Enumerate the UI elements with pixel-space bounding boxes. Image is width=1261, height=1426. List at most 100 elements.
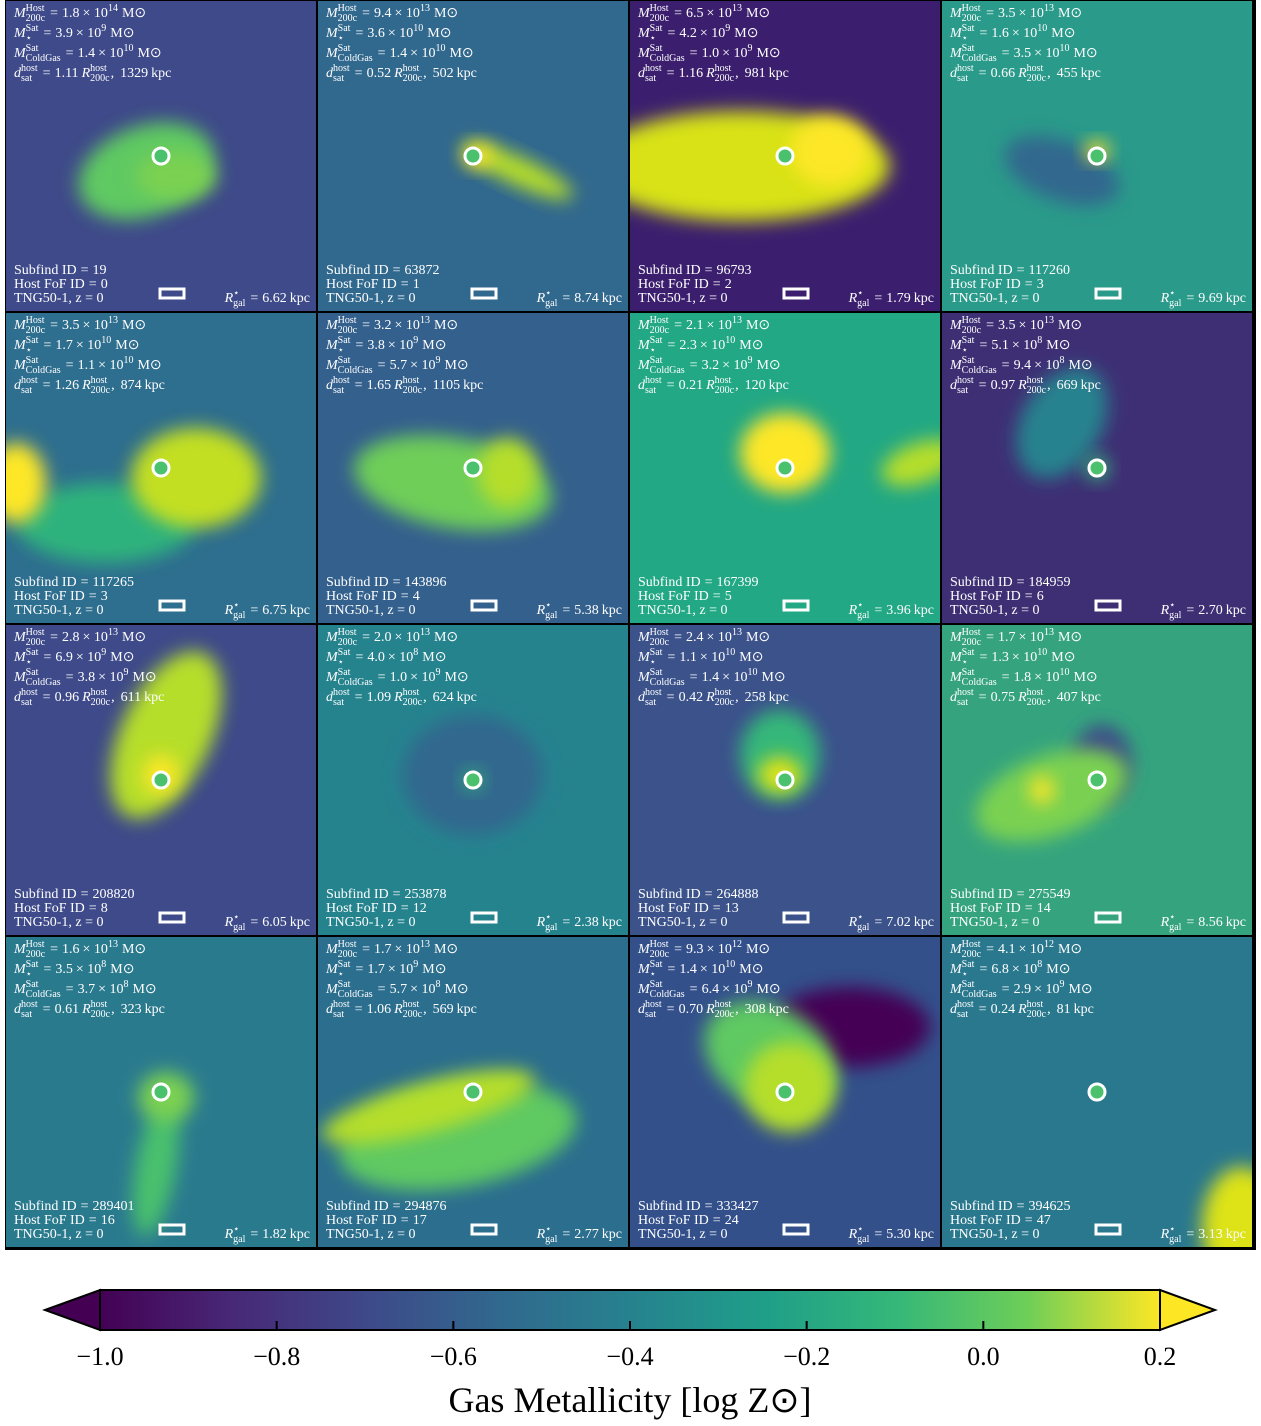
panel-text: 1.7 bbox=[55, 338, 73, 353]
panel-text: Host FoF ID bbox=[950, 589, 1021, 604]
panel-text: R bbox=[536, 603, 546, 618]
panel-text: M⊙ bbox=[122, 6, 146, 21]
panel-text: R bbox=[224, 915, 234, 930]
panel-text: = bbox=[979, 378, 987, 393]
panel-text: kpc bbox=[914, 603, 934, 618]
panel-text: = bbox=[250, 915, 258, 930]
panel-text: = bbox=[1025, 589, 1033, 604]
panel-text: TNG50-1, z = 0 bbox=[638, 291, 728, 306]
panel-text: 9 bbox=[435, 667, 440, 678]
panel-text: 1.4 bbox=[78, 46, 96, 61]
panel-text: 9 bbox=[747, 355, 752, 366]
figure: Gas Metallicity [log Z⊙] MHost200c=1.8× … bbox=[0, 0, 1261, 1426]
panel-text: 0.42 bbox=[679, 690, 704, 705]
panel-text: 12 bbox=[732, 939, 742, 950]
panel-text: 3.8 bbox=[367, 338, 385, 353]
panel-text: M⊙ bbox=[1073, 46, 1097, 61]
panel: MHost200c=4.1× 1012M⊙MSat⋆=6.8× 108M⊙MSa… bbox=[942, 937, 1261, 1287]
panel-text: Subfind ID bbox=[14, 887, 77, 902]
panel-text: × 10 bbox=[388, 962, 413, 977]
panel-text: 1.1 bbox=[679, 650, 697, 665]
panel-text: = bbox=[874, 915, 882, 930]
panel-text: 2 bbox=[725, 277, 732, 292]
panel-text: = bbox=[705, 575, 713, 590]
panel-text: M⊙ bbox=[1058, 630, 1082, 645]
panel-text: = bbox=[43, 690, 51, 705]
panel-text: kpc bbox=[769, 1002, 789, 1017]
panel-text: TNG50-1, z = 0 bbox=[14, 603, 104, 618]
panel-text: 0.61 bbox=[55, 1002, 80, 1017]
panel-text: 0.24 bbox=[991, 1002, 1016, 1017]
panel-text: = bbox=[81, 887, 89, 902]
panel-text: M⊙ bbox=[746, 6, 770, 21]
panel-text: M⊙ bbox=[1051, 650, 1075, 665]
panel-text: M⊙ bbox=[122, 318, 146, 333]
panel-text: = bbox=[1186, 603, 1194, 618]
panel-text: = bbox=[378, 982, 386, 997]
satellite-marker bbox=[777, 1084, 793, 1100]
panel-text: 1.7 bbox=[374, 942, 392, 957]
panel-text: = bbox=[674, 6, 682, 21]
panel-text: gal bbox=[857, 922, 869, 933]
panel-text: R bbox=[1160, 915, 1170, 930]
panel-text: 1.26 bbox=[55, 378, 80, 393]
panel-text: 3.5 bbox=[62, 318, 80, 333]
panel-text: sat bbox=[333, 697, 344, 708]
panel-text: Subfind ID bbox=[638, 575, 701, 590]
panel-text: 9.4 bbox=[1014, 358, 1032, 373]
panel-text: TNG50-1, z = 0 bbox=[950, 1227, 1040, 1242]
panel-text: = bbox=[705, 1199, 713, 1214]
panel-text: = bbox=[562, 291, 570, 306]
panel-text: sat bbox=[645, 385, 656, 396]
panel-text: = bbox=[562, 603, 570, 618]
panel-text: , bbox=[423, 378, 427, 393]
panel-text: 1.16 bbox=[679, 66, 704, 81]
panel-text: 2.4 bbox=[686, 630, 704, 645]
panel-text: TNG50-1, z = 0 bbox=[638, 1227, 728, 1242]
panel-text: 13 bbox=[725, 901, 739, 916]
panel-text: M⊙ bbox=[739, 650, 763, 665]
panel-text: 1329 bbox=[120, 66, 148, 81]
panel-text: = bbox=[562, 1227, 570, 1242]
panel-text: 200c bbox=[403, 73, 423, 84]
panel-text: 3.2 bbox=[702, 358, 720, 373]
panel-text: = bbox=[979, 338, 987, 353]
panel-text: = bbox=[986, 942, 994, 957]
panel-text: 294876 bbox=[405, 1199, 447, 1214]
panel-text: 3.5 bbox=[1014, 46, 1032, 61]
panel-text: R bbox=[536, 291, 546, 306]
panel-text: Host FoF ID bbox=[326, 277, 397, 292]
panel-text: × 10 bbox=[388, 650, 413, 665]
panel-text: R bbox=[393, 378, 403, 393]
panel-text: 200c bbox=[1027, 385, 1047, 396]
panel-text: 333427 bbox=[717, 1199, 759, 1214]
panel-text: Subfind ID bbox=[326, 575, 389, 590]
panel-text: = bbox=[713, 589, 721, 604]
panel-text: = bbox=[667, 26, 675, 41]
panel-text: 13 bbox=[1044, 315, 1054, 326]
panel-text: R bbox=[1017, 66, 1027, 81]
panel-text: R bbox=[1160, 291, 1170, 306]
panel-text: M⊙ bbox=[449, 46, 473, 61]
panel-text: × 10 bbox=[1012, 650, 1037, 665]
panel-text: Host FoF ID bbox=[326, 901, 397, 916]
panel-text: 184959 bbox=[1029, 575, 1071, 590]
panel-text: = bbox=[43, 66, 51, 81]
panel-text: kpc bbox=[145, 1002, 165, 1017]
panel-text: R bbox=[393, 690, 403, 705]
panel-text: M⊙ bbox=[110, 650, 134, 665]
panel-text: 624 bbox=[433, 690, 454, 705]
colorbar-extend-low bbox=[45, 1290, 100, 1330]
panel-text: = bbox=[1002, 46, 1010, 61]
panel-text: = bbox=[1025, 277, 1033, 292]
panel-text: = bbox=[50, 318, 58, 333]
panel-text: 2.77 bbox=[574, 1227, 599, 1242]
panel-text: 264888 bbox=[717, 887, 759, 902]
panel-text: Host FoF ID bbox=[950, 277, 1021, 292]
panel-text: 1 bbox=[413, 277, 420, 292]
panel-text: 200c bbox=[1027, 697, 1047, 708]
panel-text: M⊙ bbox=[756, 982, 780, 997]
panel-text: = bbox=[1017, 1199, 1025, 1214]
panel-text: 275549 bbox=[1029, 887, 1071, 902]
panel-text: 3 bbox=[101, 589, 108, 604]
